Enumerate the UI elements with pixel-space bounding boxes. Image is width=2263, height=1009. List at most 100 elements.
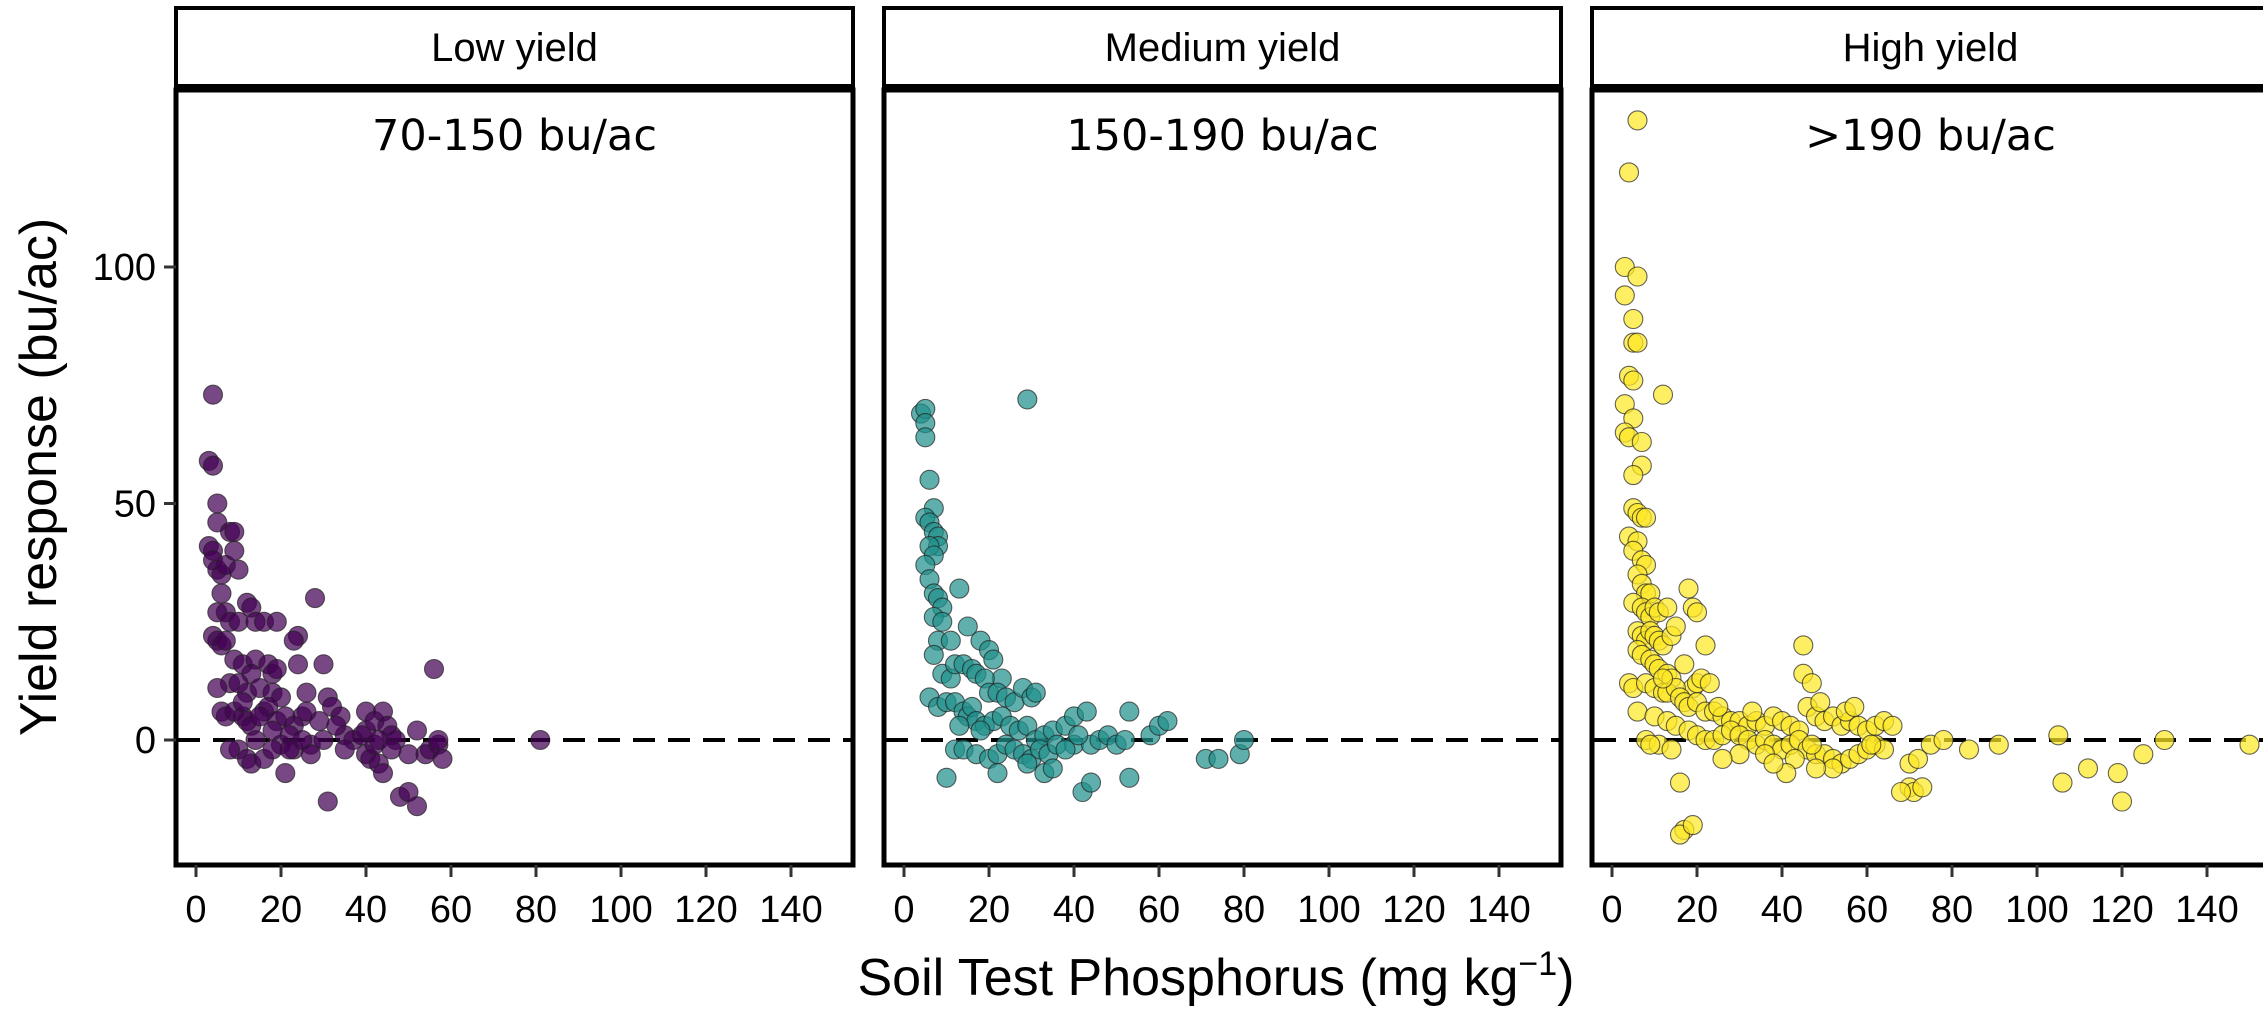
data-point bbox=[932, 611, 953, 632]
data-point bbox=[219, 739, 241, 760]
data-point bbox=[1933, 729, 1954, 751]
data-point bbox=[1114, 729, 1136, 751]
data-point bbox=[1805, 758, 1827, 779]
data-point bbox=[432, 748, 453, 769]
x-tick-label: 20 bbox=[968, 889, 1010, 931]
y-tick-label: 0 bbox=[135, 720, 156, 762]
data-point bbox=[1068, 725, 1089, 746]
data-point bbox=[262, 739, 283, 760]
x-tick-label: 140 bbox=[759, 889, 822, 931]
x-tick-label: 100 bbox=[2005, 889, 2068, 931]
data-point bbox=[1890, 781, 1912, 803]
data-point bbox=[1627, 332, 1648, 353]
data-point bbox=[1907, 748, 1929, 769]
data-point bbox=[1233, 729, 1255, 751]
y-tick-label: 50 bbox=[114, 484, 156, 526]
data-point bbox=[1801, 673, 1822, 694]
data-point bbox=[1119, 767, 1140, 788]
y-tick-label: 100 bbox=[93, 247, 156, 289]
data-point bbox=[1669, 772, 1691, 793]
panel-frame bbox=[173, 87, 856, 868]
data-point bbox=[1614, 285, 1635, 306]
data-point bbox=[949, 715, 970, 736]
data-point bbox=[300, 744, 321, 765]
data-point bbox=[949, 578, 970, 599]
data-point bbox=[283, 630, 304, 651]
data-point bbox=[1665, 616, 1686, 637]
data-point bbox=[2133, 744, 2154, 765]
data-point bbox=[940, 630, 961, 651]
panel-frame bbox=[881, 87, 1564, 868]
data-point bbox=[224, 540, 245, 561]
data-point bbox=[1157, 711, 1178, 732]
x-tick-label: 0 bbox=[185, 889, 206, 931]
data-point bbox=[1712, 748, 1733, 769]
data-point bbox=[530, 729, 551, 751]
data-point bbox=[1822, 758, 1844, 779]
data-point bbox=[266, 658, 287, 680]
data-point bbox=[936, 767, 957, 788]
data-point bbox=[1208, 748, 1229, 769]
strip-box bbox=[1590, 6, 2263, 88]
data-point bbox=[428, 729, 449, 751]
x-tick-label: 60 bbox=[430, 889, 472, 931]
x-tick-label: 60 bbox=[1138, 889, 1180, 931]
panel-annotation: 70-150 bu/ac bbox=[372, 111, 657, 161]
data-point bbox=[1627, 266, 1648, 287]
data-point bbox=[1640, 734, 1661, 755]
data-point bbox=[381, 739, 402, 760]
data-point bbox=[923, 644, 944, 665]
data-point bbox=[1988, 734, 2009, 755]
data-point bbox=[1674, 654, 1695, 675]
data-point bbox=[1763, 753, 1784, 774]
data-point bbox=[2154, 729, 2175, 751]
data-point bbox=[1708, 696, 1729, 717]
data-point bbox=[1076, 701, 1097, 722]
data-point bbox=[915, 427, 936, 448]
data-point bbox=[296, 682, 317, 703]
strip-label: Low yield bbox=[431, 26, 598, 70]
data-point bbox=[262, 720, 283, 741]
data-point bbox=[1627, 110, 1648, 131]
strip-label: Medium yield bbox=[1105, 26, 1341, 70]
data-point bbox=[313, 729, 334, 751]
x-tick-label: 120 bbox=[1382, 889, 1445, 931]
data-point bbox=[211, 583, 232, 604]
data-point bbox=[1652, 384, 1674, 405]
data-point bbox=[313, 654, 334, 675]
data-point bbox=[1844, 696, 1865, 717]
y-axis-title: Yield response (bu/ac) bbox=[10, 218, 68, 736]
data-point bbox=[275, 763, 296, 784]
data-point bbox=[1810, 692, 1831, 713]
data-point bbox=[1623, 465, 1644, 486]
data-point bbox=[1801, 734, 1822, 755]
data-point bbox=[249, 706, 270, 727]
data-point bbox=[215, 630, 236, 651]
x-axis-title-close: ) bbox=[1557, 949, 1574, 1007]
x-tick-label: 80 bbox=[1931, 889, 1973, 931]
panels-layer: Low yield 70-150 bu/ac 0 20 40 60 80 100 120 140 0… bbox=[93, 6, 2263, 931]
data-point bbox=[245, 729, 266, 751]
data-point bbox=[970, 720, 991, 741]
data-point bbox=[1623, 370, 1644, 391]
data-point bbox=[1627, 701, 1648, 722]
x-tick-label: 20 bbox=[1676, 889, 1718, 931]
data-point bbox=[1699, 673, 1720, 694]
data-point bbox=[202, 384, 224, 405]
x-tick-label: 40 bbox=[1761, 889, 1803, 931]
data-point bbox=[1017, 389, 1038, 410]
x-tick-label: 140 bbox=[2175, 889, 2238, 931]
points-group bbox=[1614, 110, 2260, 845]
data-point bbox=[266, 611, 287, 632]
data-point bbox=[423, 658, 445, 680]
panel-annotation: 150-190 bu/ac bbox=[1066, 111, 1378, 161]
data-point bbox=[398, 744, 419, 765]
data-point bbox=[228, 611, 249, 632]
data-point bbox=[317, 791, 338, 812]
x-tick-label: 80 bbox=[515, 889, 557, 931]
x-axis-title: Soil Test Phosphorus (mg kg−1) bbox=[857, 945, 1574, 1007]
points-group bbox=[910, 389, 1255, 803]
x-tick-label: 0 bbox=[893, 889, 914, 931]
data-point bbox=[309, 711, 330, 732]
